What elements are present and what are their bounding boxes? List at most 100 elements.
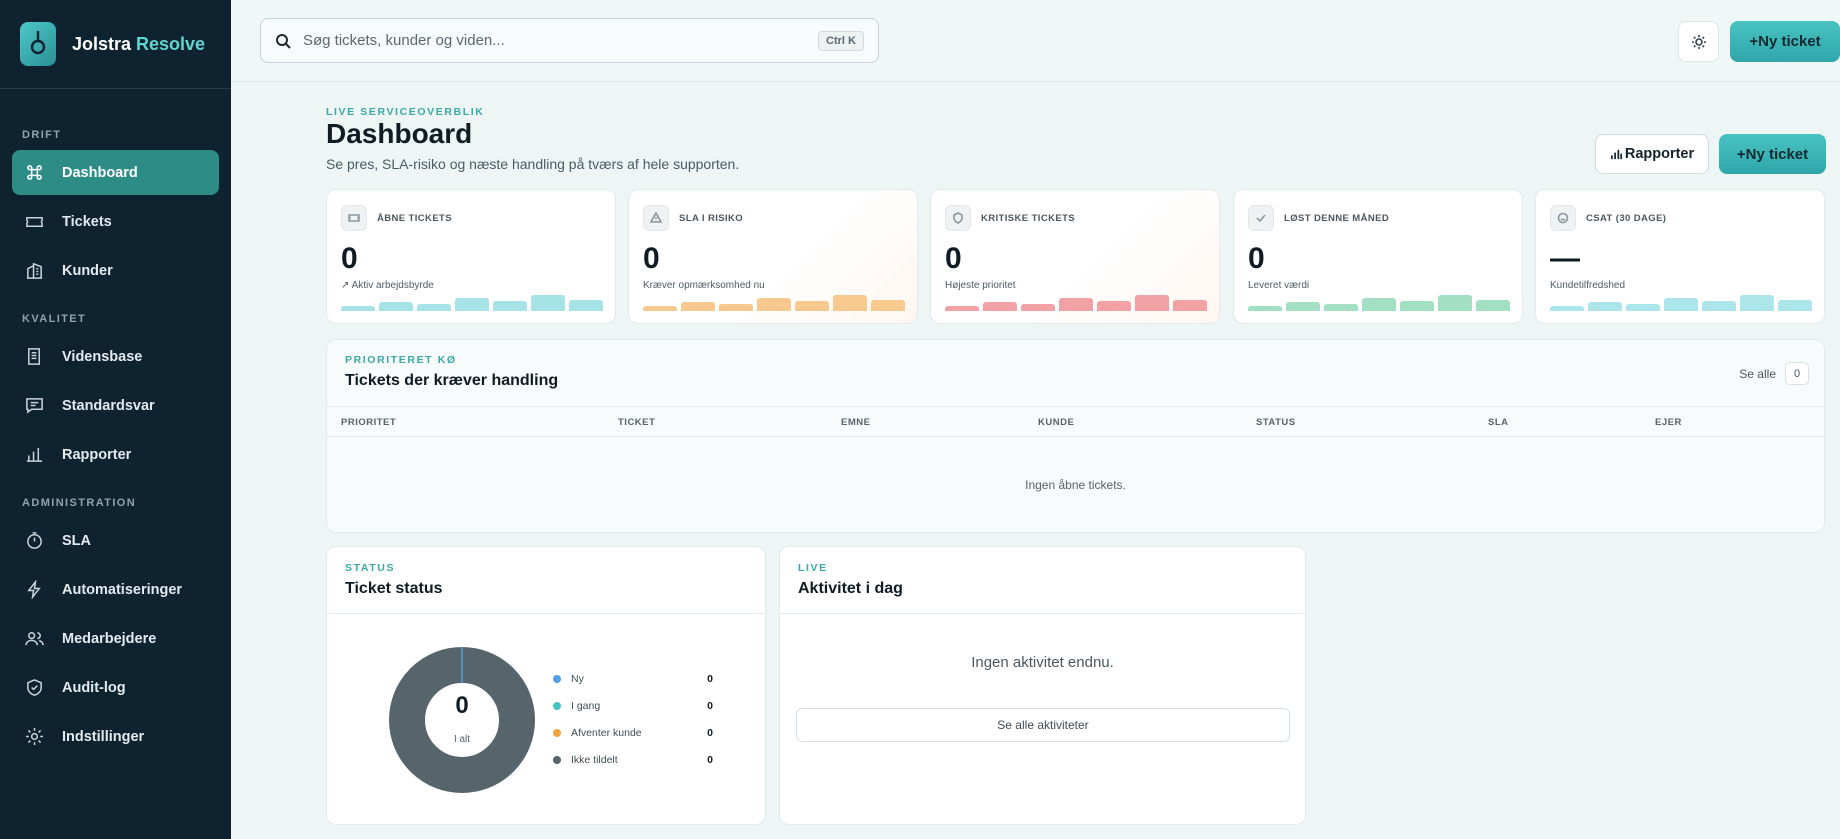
- sidebar-item-label: Standardsvar: [62, 397, 155, 414]
- sparkline-bar: [1626, 304, 1660, 311]
- brand-name: Jolstra Resolve: [72, 33, 206, 54]
- bar-chart-icon: [24, 445, 44, 465]
- kpi-note: ↗ Aktiv arbejdsbyrde: [341, 280, 434, 291]
- lightning-icon: [24, 580, 44, 600]
- theme-toggle-button[interactable]: [1678, 21, 1719, 62]
- sidebar-item-label: Automatiseringer: [62, 581, 183, 598]
- sparkline-bar: [719, 304, 753, 311]
- legend-item-afventer-kunde: Afventer kunde 0: [553, 725, 713, 741]
- see-all-activities-button[interactable]: Se alle aktiviteter: [796, 708, 1290, 742]
- column-header[interactable]: KUNDE: [1038, 417, 1075, 428]
- sidebar-item-label: Rapporter: [62, 446, 132, 463]
- sidebar-item-label: SLA: [62, 532, 91, 549]
- table-header: PRIORITET TICKET EMNE KUNDE STATUS SLA E…: [327, 406, 1824, 437]
- empty-state: Ingen åbne tickets.: [1025, 478, 1126, 492]
- kpi-value: 0: [341, 242, 358, 275]
- kpi-note: Højeste prioritet: [945, 280, 1016, 291]
- column-header[interactable]: SLA: [1488, 417, 1509, 428]
- timer-icon: [24, 531, 44, 551]
- column-header[interactable]: EMNE: [841, 417, 871, 428]
- sparkline-bar: [1173, 300, 1207, 311]
- kpi-card-critical-tickets[interactable]: KRITISKE TICKETS 0 Højeste prioritet: [930, 189, 1220, 324]
- sparkline-bar: [341, 306, 375, 311]
- sparkline-bar: [983, 302, 1017, 311]
- sparkline-bar: [757, 298, 791, 311]
- nav-section-kvalitet: KVALITET: [22, 313, 87, 325]
- check-icon: [1248, 205, 1274, 231]
- message-icon: [24, 396, 44, 416]
- column-header[interactable]: PRIORITET: [341, 417, 397, 428]
- kpi-card-sla-risk[interactable]: SLA I RISIKO 0 Kræver opmærksomhed nu: [628, 189, 918, 324]
- reports-label: Rapporter: [1624, 146, 1695, 162]
- legend-label: Ny: [571, 673, 584, 685]
- sidebar-item-vidensbase[interactable]: Vidensbase: [12, 334, 219, 379]
- sparkline-bar: [1702, 301, 1736, 311]
- page-subtitle: Se pres, SLA-risiko og næste handling på…: [326, 156, 740, 172]
- legend-value: 0: [707, 727, 713, 739]
- sparkline-bar: [833, 295, 867, 311]
- sidebar-item-dashboard[interactable]: Dashboard: [12, 150, 219, 195]
- sparkline-bar: [1400, 301, 1434, 311]
- sidebar-item-sla[interactable]: SLA: [12, 518, 219, 563]
- kpi-label: KRITISKE TICKETS: [981, 212, 1076, 224]
- donut-total: 0: [455, 692, 469, 719]
- keyboard-shortcut: Ctrl K: [818, 30, 864, 51]
- search-placeholder: Søg tickets, kunder og viden...: [303, 32, 505, 49]
- sidebar-item-label: Indstillinger: [62, 728, 145, 745]
- sparkline-bar: [945, 306, 979, 311]
- header-new-ticket-button[interactable]: + Ny ticket: [1719, 134, 1826, 174]
- column-header[interactable]: TICKET: [618, 417, 656, 428]
- legend-dot: [553, 756, 561, 764]
- nav-section-drift: DRIFT: [22, 129, 62, 141]
- column-header[interactable]: EJER: [1655, 417, 1682, 428]
- sparkline-bar: [1097, 301, 1131, 311]
- kpi-label: CSAT (30 DAGE): [1586, 212, 1667, 224]
- reports-button[interactable]: Rapporter: [1595, 134, 1709, 174]
- sparkline-bar: [681, 302, 715, 311]
- sparkline-bar: [795, 301, 829, 311]
- new-ticket-button[interactable]: + Ny ticket: [1730, 21, 1840, 62]
- panel-title: Ticket status: [345, 580, 443, 597]
- sidebar-item-label: Tickets: [62, 213, 112, 230]
- sidebar-item-indstillinger[interactable]: Indstillinger: [12, 714, 219, 759]
- topbar: Søg tickets, kunder og viden... Ctrl K +…: [231, 0, 1840, 82]
- kpi-label: LØST DENNE MÅNED: [1284, 212, 1390, 224]
- sun-icon: [1691, 34, 1706, 49]
- brand[interactable]: Jolstra Resolve: [0, 0, 231, 89]
- gear-icon: [24, 727, 44, 747]
- sidebar-item-label: Dashboard: [62, 164, 138, 181]
- kpi-value: 0: [945, 242, 962, 275]
- sidebar-item-label: Medarbejdere: [62, 630, 157, 647]
- empty-state: Ingen aktivitet endnu.: [971, 654, 1114, 671]
- sidebar-item-standardsvar[interactable]: Standardsvar: [12, 383, 219, 428]
- sparkline-bar: [1059, 298, 1093, 311]
- new-ticket-label: Ny ticket: [1745, 145, 1809, 163]
- kpi-value: 0: [643, 242, 660, 275]
- kpi-card-open-tickets[interactable]: ÅBNE TICKETS 0 ↗ Aktiv arbejdsbyrde: [326, 189, 616, 324]
- donut-caption: I alt: [453, 734, 471, 745]
- search-input[interactable]: Søg tickets, kunder og viden... Ctrl K: [260, 18, 879, 63]
- divider: [780, 613, 1305, 614]
- sparkline-bar: [1324, 304, 1358, 311]
- sidebar-item-medarbejdere[interactable]: Medarbejdere: [12, 616, 219, 661]
- sidebar-item-tickets[interactable]: Tickets: [12, 199, 219, 244]
- plus-icon: +: [1736, 145, 1746, 163]
- kpi-card-csat[interactable]: CSAT (30 DAGE) — Kundetilfredshed: [1535, 189, 1825, 324]
- sparkline-bar: [1438, 295, 1472, 311]
- sidebar-item-audit-log[interactable]: Audit-log: [12, 665, 219, 710]
- sparkline-bar: [1588, 302, 1622, 311]
- legend-value: 0: [707, 754, 713, 766]
- kpi-card-resolved-month[interactable]: LØST DENNE MÅNED 0 Leveret værdi: [1233, 189, 1523, 324]
- sparkline-bar: [1778, 300, 1812, 311]
- sparkline-bar: [1362, 298, 1396, 311]
- sparkline-bar: [871, 300, 905, 311]
- sidebar-item-kunder[interactable]: Kunder: [12, 248, 219, 293]
- sidebar-item-rapporter[interactable]: Rapporter: [12, 432, 219, 477]
- column-header[interactable]: STATUS: [1256, 417, 1296, 428]
- sidebar-item-label: Kunder: [62, 262, 113, 279]
- see-all-link[interactable]: Se alle: [1739, 367, 1776, 381]
- sparkline-bar: [1021, 304, 1055, 311]
- sidebar-item-automatiseringer[interactable]: Automatiseringer: [12, 567, 219, 612]
- kpi-value: 0: [1248, 242, 1265, 275]
- sparkline-bar: [1476, 300, 1510, 311]
